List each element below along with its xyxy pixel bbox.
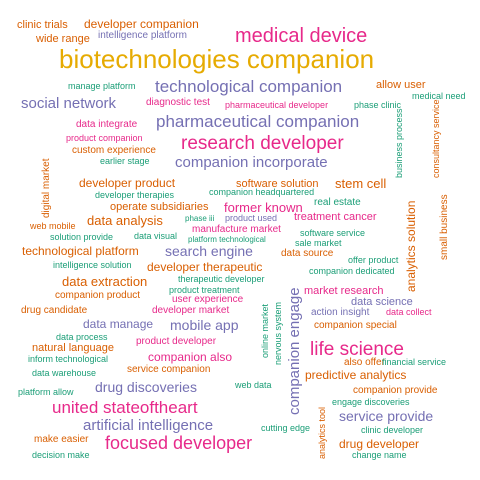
cloud-word: diagnostic test: [146, 97, 210, 108]
cloud-word: data collect: [386, 307, 432, 317]
cloud-word: companion engage: [286, 287, 303, 415]
cloud-word: phase iii: [185, 214, 215, 223]
cloud-word: platform technological: [188, 235, 266, 244]
cloud-word: product treatment: [169, 285, 240, 295]
cloud-word: data process: [56, 332, 108, 342]
cloud-word: united stateoftheart: [52, 398, 198, 417]
cloud-word: data analysis: [87, 213, 163, 228]
cloud-word: companion dedicated: [309, 266, 395, 276]
cloud-word: phase clinic: [354, 100, 402, 110]
cloud-word: manage platform: [68, 81, 136, 91]
cloud-word: developer companion: [84, 17, 199, 31]
cloud-word: web mobile: [30, 221, 76, 231]
cloud-word: social network: [21, 95, 117, 112]
cloud-word: artificial intelligence: [83, 417, 214, 434]
cloud-word: data extraction: [62, 274, 148, 289]
cloud-word: pharmaceutical developer: [225, 100, 329, 110]
cloud-word: companion incorporate: [175, 154, 328, 171]
cloud-word: product companion: [66, 133, 143, 143]
cloud-word: consultancy service: [431, 99, 441, 178]
cloud-word: inform technological: [28, 354, 109, 364]
cloud-word: service provide: [339, 408, 434, 424]
cloud-word: drug developer: [339, 437, 420, 451]
cloud-word: make easier: [34, 434, 89, 445]
cloud-word: analytics solution: [404, 200, 418, 292]
cloud-word: digital market: [41, 158, 52, 218]
cloud-word: small business: [439, 194, 450, 260]
cloud-word: mobile app: [170, 317, 239, 333]
cloud-word: drug candidate: [21, 305, 88, 316]
cloud-word: companion also: [148, 350, 233, 364]
cloud-word: real estate: [314, 197, 361, 208]
cloud-word: allow user: [376, 79, 426, 91]
cloud-word: developer therapeutic: [147, 260, 263, 274]
cloud-word: product developer: [136, 336, 217, 347]
cloud-word: product used: [225, 213, 278, 223]
cloud-word: earlier stage: [100, 156, 150, 166]
cloud-word: developer product: [79, 176, 176, 190]
cloud-word: software service: [300, 228, 366, 238]
cloud-word: stem cell: [335, 176, 387, 191]
cloud-word: companion product: [55, 290, 141, 301]
cloud-word: companion provide: [353, 385, 438, 396]
cloud-word: change name: [352, 450, 407, 460]
cloud-word: companion headquartered: [209, 187, 315, 197]
cloud-word: focused developer: [105, 433, 253, 453]
cloud-word: custom experience: [72, 145, 156, 156]
cloud-word: therapeutic developer: [178, 274, 265, 284]
cloud-word: medical device: [235, 25, 368, 47]
cloud-word: wide range: [36, 33, 90, 45]
cloud-word: engage discoveries: [332, 397, 410, 407]
cloud-word: decision make: [32, 450, 90, 460]
cloud-word: software solution: [236, 178, 319, 190]
cloud-word: nervous system: [273, 301, 283, 365]
cloud-word: developer therapies: [95, 190, 175, 200]
cloud-word: offer product: [348, 255, 399, 265]
cloud-word: data integrate: [76, 119, 138, 130]
cloud-word: biotechnologies companion: [59, 44, 375, 74]
cloud-word: manufacture market: [192, 224, 281, 235]
cloud-word: user experience: [172, 294, 244, 305]
cloud-word: financial service: [382, 357, 447, 367]
cloud-word: data manage: [83, 317, 154, 331]
cloud-word: former known: [224, 200, 303, 215]
cloud-word: platform allow: [18, 387, 74, 397]
cloud-word: operate subsidiaries: [110, 201, 209, 213]
cloud-word: technological platform: [22, 244, 139, 258]
cloud-word: data visual: [134, 231, 178, 241]
cloud-word: online market: [260, 303, 270, 358]
cloud-word: companion special: [314, 320, 397, 331]
cloud-word: search engine: [165, 243, 253, 259]
cloud-word: clinic trials: [17, 19, 68, 31]
cloud-word: also offer: [344, 357, 385, 368]
cloud-word: natural language: [32, 342, 114, 354]
cloud-word: data source: [281, 248, 334, 259]
cloud-word: intelligence solution: [53, 260, 132, 270]
cloud-word: intelligence platform: [98, 30, 187, 41]
cloud-word: market research: [304, 285, 384, 297]
cloud-word: solution provide: [50, 232, 114, 242]
cloud-word: life science: [310, 339, 404, 360]
cloud-word: clinic developer: [361, 425, 424, 435]
cloud-word: business process: [394, 108, 404, 178]
cloud-word: pharmaceutical companion: [156, 112, 360, 131]
cloud-word: predictive analytics: [305, 368, 407, 382]
cloud-word: data science: [351, 296, 413, 308]
cloud-word: technological companion: [155, 77, 343, 96]
cloud-word: sale market: [295, 238, 342, 248]
cloud-word: data warehouse: [32, 368, 97, 378]
cloud-word: action insight: [311, 307, 370, 318]
cloud-word: developer market: [152, 305, 230, 316]
cloud-word: analytics tool: [317, 406, 327, 459]
cloud-word: medical need: [412, 91, 466, 101]
cloud-word: research developer: [181, 133, 344, 154]
cloud-word: service companion: [127, 364, 211, 375]
cloud-word: drug discoveries: [95, 379, 197, 395]
cloud-word: cutting edge: [261, 423, 311, 433]
cloud-word: web data: [235, 380, 272, 390]
cloud-word: treatment cancer: [294, 211, 377, 223]
